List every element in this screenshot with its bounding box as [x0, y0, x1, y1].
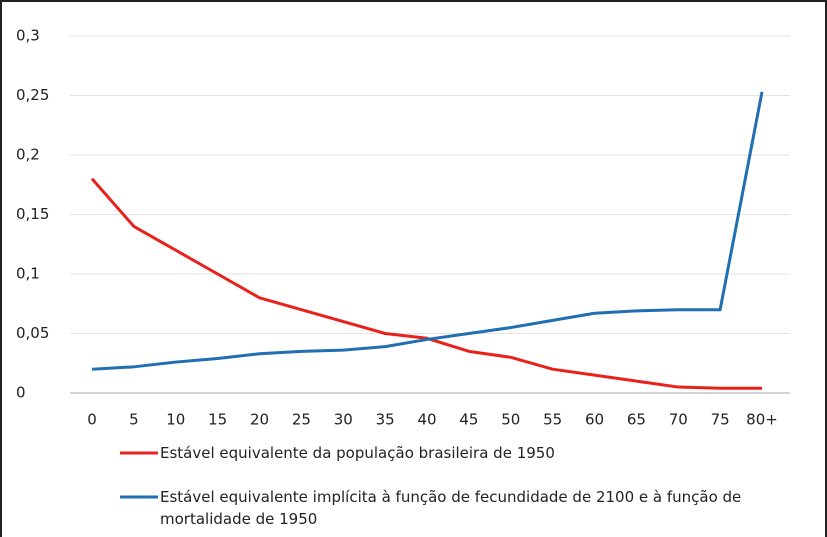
x-tick-label: 65 — [627, 411, 646, 429]
x-tick-label: 40 — [417, 411, 436, 429]
x-tick-label: 10 — [166, 411, 185, 429]
y-tick-label: 0,2 — [16, 146, 40, 164]
x-tick-label: 15 — [208, 411, 227, 429]
x-tick-label: 80+ — [746, 411, 778, 429]
series-line — [90, 177, 762, 390]
x-tick-label: 70 — [669, 411, 688, 429]
x-tick-label: 35 — [376, 411, 395, 429]
y-tick-label: 0,1 — [16, 265, 40, 283]
x-tick-label: 60 — [585, 411, 604, 429]
legend-label: Estável equivalente implícita à função d… — [160, 488, 742, 528]
y-tick-label: 0,25 — [16, 86, 49, 104]
y-tick-label: 0 — [16, 384, 26, 402]
y-tick-label: 0,05 — [16, 324, 49, 342]
x-tick-label: 45 — [459, 411, 478, 429]
x-tick-label: 75 — [711, 411, 730, 429]
y-tick-label: 0,15 — [16, 205, 49, 223]
legend-label: Estável equivalente da população brasile… — [160, 444, 555, 462]
x-tick-label: 55 — [543, 411, 562, 429]
x-tick-label: 0 — [87, 411, 97, 429]
x-tick-label: 50 — [501, 411, 520, 429]
x-tick-label: 5 — [129, 411, 139, 429]
y-tick-label: 0,3 — [16, 27, 40, 45]
x-tick-label: 30 — [334, 411, 353, 429]
series-line — [91, 91, 764, 371]
x-tick-label: 20 — [250, 411, 269, 429]
x-tick-label: 25 — [292, 411, 311, 429]
